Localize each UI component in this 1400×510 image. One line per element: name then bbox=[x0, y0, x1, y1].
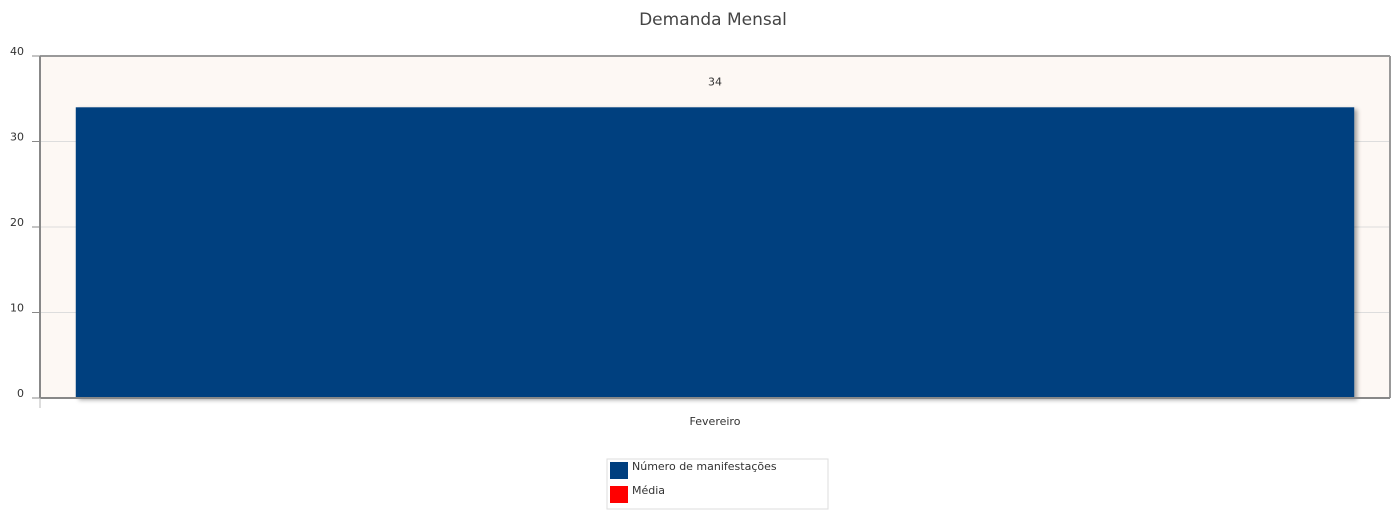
x-tick-label: Fevereiro bbox=[690, 415, 741, 428]
y-tick-label: 40 bbox=[10, 45, 24, 58]
y-tick-label: 20 bbox=[10, 216, 24, 229]
legend-swatch bbox=[610, 486, 628, 503]
legend-label: Número de manifestações bbox=[632, 460, 777, 473]
y-tick-label: 0 bbox=[17, 387, 24, 400]
value-label: 34 bbox=[708, 75, 722, 88]
legend-swatch bbox=[610, 462, 628, 479]
y-tick-label: 30 bbox=[10, 131, 24, 144]
legend-label: Média bbox=[632, 484, 665, 497]
bar bbox=[75, 107, 1355, 399]
legend bbox=[606, 458, 829, 510]
chart-title: Demanda Mensal bbox=[639, 10, 787, 30]
y-tick-label: 10 bbox=[10, 302, 24, 315]
